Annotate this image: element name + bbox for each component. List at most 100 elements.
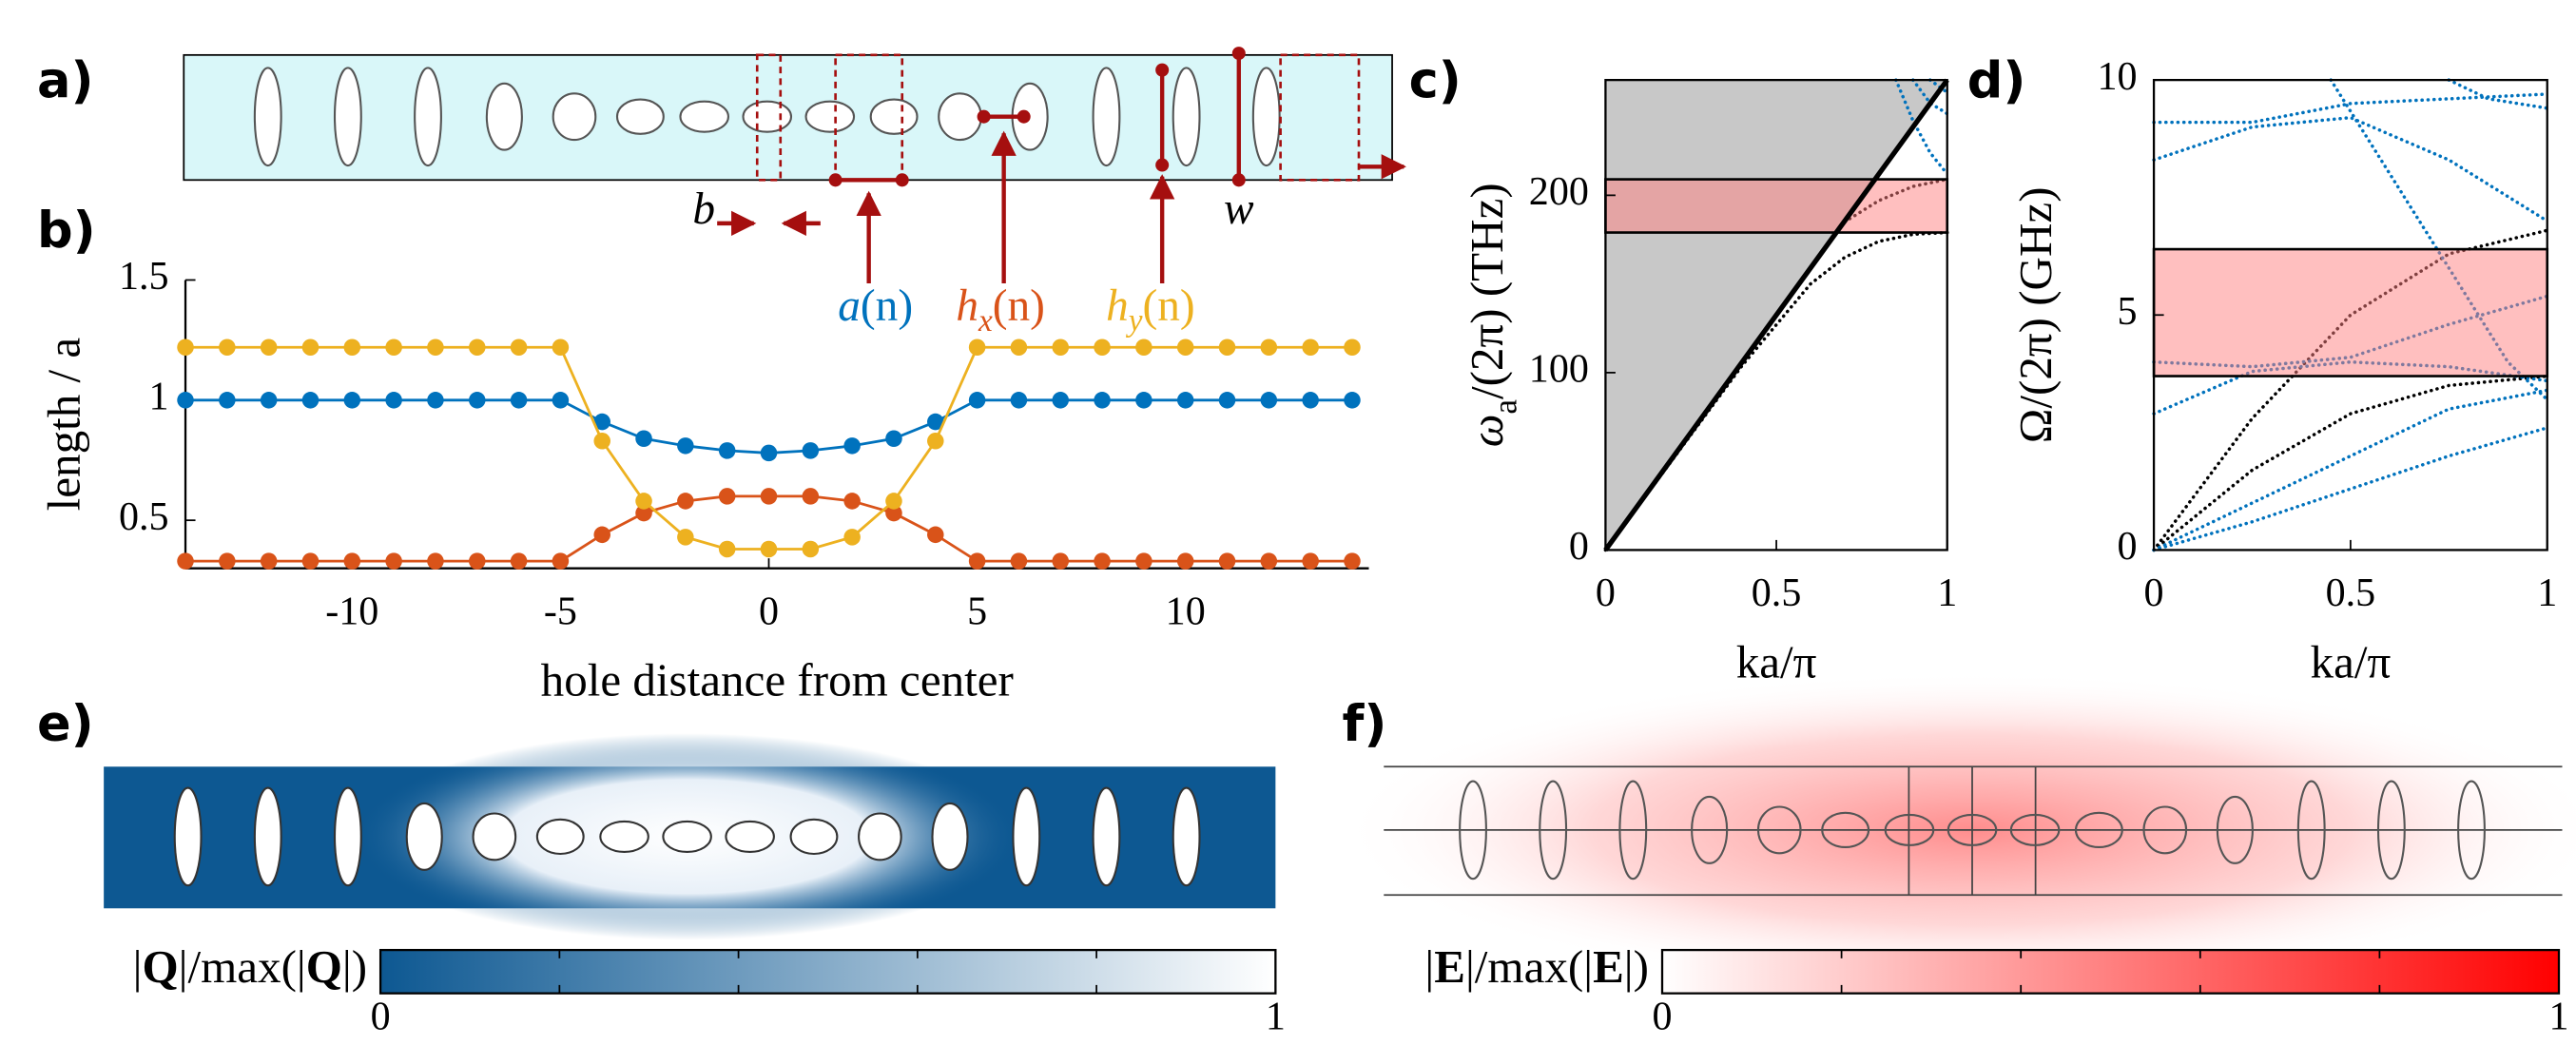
y-axis-label: ωa/(2π) (THz) — [1461, 183, 1523, 447]
hole — [1459, 780, 1487, 881]
hole — [414, 67, 442, 167]
axes-box — [1604, 78, 1948, 552]
data-point — [343, 552, 361, 570]
band-line — [1928, 78, 1949, 94]
hole — [804, 100, 856, 133]
hole — [552, 92, 597, 142]
band-gap — [1604, 178, 1949, 234]
colorbar-tick-label: 1 — [2548, 995, 2568, 1038]
width-label: w — [1224, 184, 1254, 234]
label-part: Q — [306, 940, 342, 993]
unit-cell-box — [1279, 53, 1361, 182]
gap-label: b — [692, 184, 715, 234]
hole — [253, 786, 282, 887]
band-gap — [2152, 247, 2549, 377]
data-point — [510, 392, 528, 409]
bar-end — [895, 173, 909, 187]
data-point — [593, 526, 610, 544]
hole — [1172, 67, 1201, 167]
panel-letter: e) — [37, 695, 94, 753]
label-part: |) — [1624, 940, 1649, 993]
data-point — [968, 392, 986, 409]
data-point — [677, 529, 694, 546]
panel-letter: d) — [1967, 51, 2026, 109]
data-point — [301, 552, 320, 570]
data-point — [1176, 392, 1194, 409]
data-point — [427, 552, 444, 570]
data-point — [927, 526, 944, 544]
hole — [858, 812, 902, 861]
y-tick-label: 5 — [2118, 290, 2138, 334]
series-name: a — [838, 281, 861, 331]
series-name: h — [1106, 281, 1129, 331]
hole — [599, 820, 649, 853]
hole — [662, 820, 712, 853]
data-point — [802, 488, 820, 505]
data-point — [843, 437, 861, 455]
bar-end — [1231, 47, 1246, 61]
x-axis-label: hole distance from center — [541, 654, 1014, 706]
series-name-sub: y — [1126, 303, 1143, 339]
data-point — [760, 444, 778, 462]
bar-end — [828, 173, 843, 187]
data-point — [301, 339, 320, 356]
hole — [742, 100, 793, 133]
colorbar-tick-label: 0 — [371, 995, 391, 1038]
data-point — [1344, 339, 1361, 356]
data-point — [1218, 339, 1236, 356]
panel-letter: a) — [37, 51, 94, 109]
data-point — [718, 488, 736, 505]
y-label-rest: /(2π) (THz) — [1461, 183, 1513, 399]
panel-letter: b) — [37, 202, 96, 260]
series-label: hy(n) — [1106, 281, 1195, 339]
hole — [679, 100, 729, 133]
data-point — [469, 339, 486, 356]
data-point — [968, 339, 986, 356]
y-axis-label: length / a — [38, 338, 90, 512]
x-axis-label: ka/π — [2311, 635, 2392, 687]
y-label-main: ω — [1461, 415, 1513, 448]
series-name-sub: x — [978, 303, 993, 339]
data-point — [885, 493, 902, 510]
data-point — [301, 392, 320, 409]
y-tick-label: 200 — [1529, 170, 1589, 214]
hole — [1539, 780, 1568, 881]
label-part: |) — [342, 940, 367, 993]
data-point — [968, 552, 986, 570]
panel-letter: c) — [1409, 51, 1462, 109]
label-part: E — [1593, 940, 1624, 993]
series-name-arg: (n) — [1143, 281, 1195, 331]
hole — [485, 82, 523, 151]
data-point — [1135, 552, 1152, 570]
hole — [1618, 780, 1648, 881]
light-line — [1603, 78, 1949, 552]
band-line — [2152, 388, 2549, 552]
hole — [472, 812, 517, 861]
data-point — [1135, 392, 1152, 409]
hole — [1947, 813, 1998, 846]
data-point — [552, 339, 570, 356]
data-point — [260, 392, 278, 409]
data-point — [552, 552, 570, 570]
data-point — [1176, 339, 1194, 356]
label-part: E — [1434, 940, 1465, 993]
bar-end — [1155, 63, 1170, 77]
data-point — [1094, 392, 1111, 409]
bar-end — [1155, 158, 1170, 172]
hole — [938, 92, 982, 142]
data-point — [760, 540, 778, 558]
series-name: h — [956, 281, 978, 331]
data-point — [718, 442, 736, 459]
series-name-arg: (n) — [993, 281, 1045, 331]
hole — [2296, 780, 2326, 881]
hole — [173, 786, 203, 887]
label-part: | — [133, 940, 143, 993]
x-tick-label: 5 — [967, 590, 987, 633]
data-point — [760, 488, 778, 505]
bar-end — [1231, 173, 1246, 187]
hole — [2457, 780, 2486, 881]
data-point — [1218, 552, 1236, 570]
hole — [1092, 67, 1121, 167]
data-point — [927, 413, 944, 431]
band-line — [2152, 374, 2549, 552]
